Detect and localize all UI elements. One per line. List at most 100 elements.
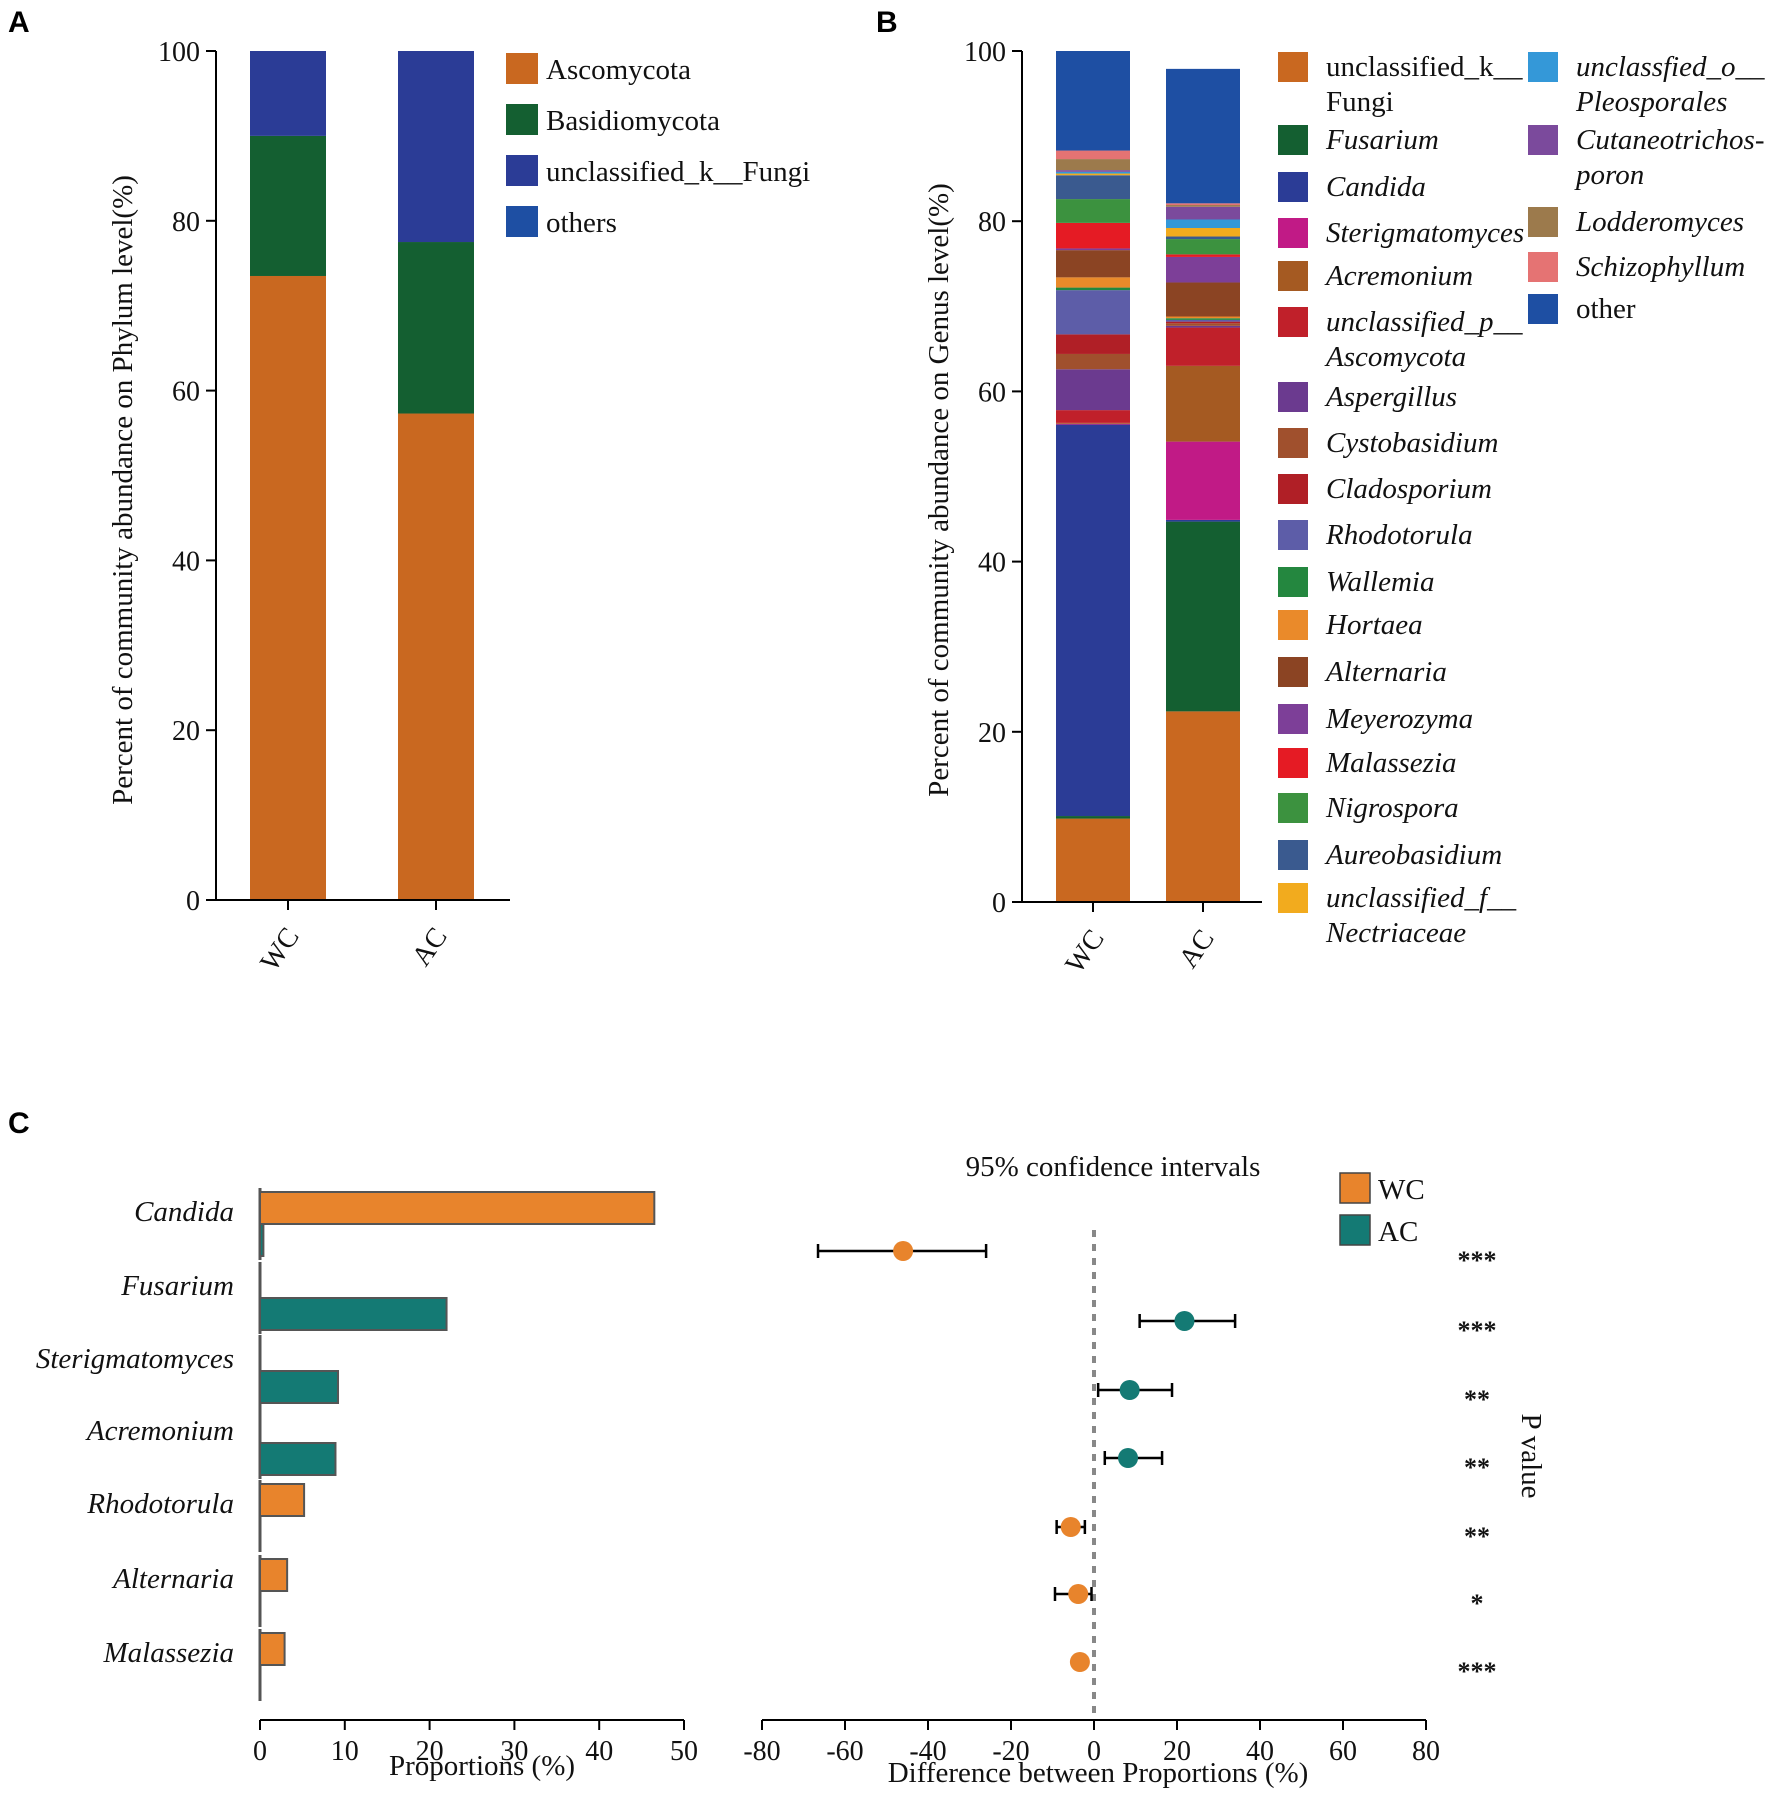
bar-segment-ac-basidiomycota — [398, 242, 474, 414]
bar-segment-wc-unclassified-p- — [1056, 410, 1130, 423]
legend-swatch — [1278, 382, 1308, 412]
proportion-bar-wc-candida — [259, 1191, 656, 1225]
panel-label-a: A — [8, 6, 30, 39]
x-tick-label: 20 — [416, 1736, 444, 1767]
y-tick-label: 40 — [978, 548, 1006, 579]
x-tick-label: 20 — [1163, 1736, 1191, 1767]
x-tick-label: 50 — [670, 1736, 698, 1767]
p-value-axis-title: P value — [1515, 1413, 1547, 1498]
bar-segment-wc-lodderomyces — [1056, 159, 1130, 171]
legend-label: Ascomycota — [546, 54, 691, 86]
proportion-bar-ac-fusarium — [259, 1297, 448, 1331]
genus-label-malassezia: Malassezia — [103, 1637, 235, 1669]
proportion-bars — [258, 1188, 656, 1701]
bar-segment-ac-lodderomyces — [1166, 205, 1240, 207]
genus-category-labels: Candida Fusarium Sterigmatomyces Acremonium… — [36, 1196, 234, 1669]
y-tick-label: 60 — [172, 377, 200, 408]
x-tick-label: -80 — [743, 1736, 780, 1767]
bar-segment-ac-malassezia — [1166, 254, 1240, 257]
x-tick-label-ac: AC — [406, 922, 454, 972]
difference-point-sterigmatomyces — [1119, 1380, 1140, 1400]
legend-label-line2: poron — [1574, 159, 1644, 191]
bar-segment-ac-fusarium — [1166, 521, 1240, 712]
bar-segment-wc-schizophyllum — [1056, 150, 1130, 160]
legend-swatch — [1278, 261, 1308, 291]
bar-segment-ac-schizophyllum — [1166, 203, 1240, 206]
bar-segment-wc-alternaria — [1056, 250, 1130, 278]
legend-swatch — [1278, 567, 1308, 597]
bar-segment-wc-sterigmatomyces — [1056, 423, 1130, 425]
legend-label: Alternaria — [1324, 656, 1447, 688]
wc-ac-legend: WC AC — [1339, 1172, 1425, 1248]
legend-label: Aureobasidium — [1324, 839, 1502, 871]
difference-points — [816, 1241, 1237, 1672]
legend-swatch-wc — [1339, 1172, 1371, 1204]
legend-label: Lodderomyces — [1575, 206, 1744, 238]
bar-segment-wc-other — [1056, 51, 1130, 151]
legend-label-wc: WC — [1378, 1174, 1425, 1206]
bar-segment-wc-unclassfied-o- — [1056, 171, 1130, 174]
legend-swatch — [1278, 428, 1308, 458]
bar-segment-ac-unclassified-k-fungi — [398, 51, 474, 243]
bar-segment-ac-hortaea — [1166, 316, 1240, 319]
bar-segment-wc-aspergillus — [1056, 369, 1130, 411]
legend-label: Rhodotorula — [1325, 519, 1473, 551]
legend-swatch-ac — [1339, 1214, 1371, 1246]
legend-swatch — [1278, 125, 1308, 155]
legend-swatch — [1278, 657, 1308, 687]
legend-swatch — [506, 104, 538, 135]
bar-segment-wc-acremonium — [1056, 422, 1130, 424]
proportion-bar-wc-alternaria — [259, 1558, 289, 1592]
legend-swatch — [1278, 883, 1308, 913]
difference-point-fusarium — [1174, 1311, 1195, 1331]
genus-label-alternaria: Alternaria — [111, 1563, 234, 1595]
legend-label: Fusarium — [1325, 124, 1439, 156]
p-value-stars-alternaria: * — [1471, 1589, 1484, 1618]
bar-segment-ac-cladosporium — [1166, 321, 1240, 324]
genus-label-acremonium: Acremonium — [85, 1415, 234, 1447]
bar-segment-wc-wallemia — [1056, 287, 1130, 291]
bar-segment-ac-unclassified-k- — [1166, 711, 1240, 902]
difference-ci-plot: 95% confidence intervals -80 -60 -40 -20 0 20… — [743, 1151, 1547, 1789]
x-tick-label: -60 — [826, 1736, 863, 1767]
legend-swatch — [1278, 218, 1308, 248]
x-tick-label: 60 — [1329, 1736, 1357, 1767]
legend-swatch — [1278, 52, 1308, 82]
proportion-bar-wc-rhodotorula — [259, 1483, 306, 1517]
legend-label: unclassfied_o__ — [1576, 51, 1765, 83]
bar-segment-ac-sterigmatomyces — [1166, 441, 1240, 520]
bar-segment-wc-cladosporium — [1056, 334, 1130, 354]
y-tick-label: 40 — [172, 546, 200, 577]
legend-swatch — [506, 53, 538, 84]
legend-swatch — [1528, 52, 1558, 82]
bar-segment-wc-aureobasidium — [1056, 175, 1130, 200]
y-tick-label: 60 — [978, 377, 1006, 408]
x-tick-label-ac: AC — [1173, 924, 1221, 974]
bar-segment-wc-nigrospora — [1056, 199, 1130, 223]
proportion-bar-ac-candida — [259, 1223, 265, 1257]
difference-point-malassezia — [1069, 1652, 1090, 1672]
x-tick-label: -40 — [909, 1736, 946, 1767]
bar-segment-wc-cystobasidium — [1056, 353, 1130, 370]
p-value-stars-fusarium: *** — [1458, 1316, 1497, 1345]
proportions-axes: 0 10 20 30 40 50 — [253, 1719, 698, 1767]
bar-segment-ac-acremonium — [1166, 365, 1240, 442]
bar-segment-wc-meyerozyma — [1056, 248, 1130, 251]
difference-x-axis-title: Difference between Proportions (%) — [888, 1757, 1309, 1789]
proportions-x-axis-title: Proportions (%) — [389, 1750, 575, 1782]
phylum-y-axis-title: Percent of community abundance on Phylum… — [107, 175, 139, 805]
legend-label-ac: AC — [1378, 1216, 1418, 1248]
bar-segment-wc-fusarium — [1056, 816, 1130, 819]
genus-label-sterigmatomyces: Sterigmatomyces — [36, 1343, 234, 1375]
legend-swatch — [1528, 125, 1558, 155]
legend-swatch — [1278, 840, 1308, 870]
bar-segment-ac-other — [1166, 68, 1240, 204]
y-tick-label: 0 — [186, 886, 200, 917]
legend-label: Cystobasidium — [1326, 427, 1498, 459]
genus-legend: unclassified_k__Fungi Fusarium Candida Ster… — [1278, 51, 1765, 949]
legend-label-line2: Ascomycota — [1324, 341, 1466, 373]
bar-segment-wc-malassezia — [1056, 222, 1130, 249]
proportion-bar-ac-sterigmatomyces — [259, 1370, 340, 1404]
x-tick-label: 30 — [500, 1736, 528, 1767]
proportions-bar-chart: 0 10 20 30 40 50 Candida Fusarium Sterigmatomyc… — [36, 1188, 698, 1782]
